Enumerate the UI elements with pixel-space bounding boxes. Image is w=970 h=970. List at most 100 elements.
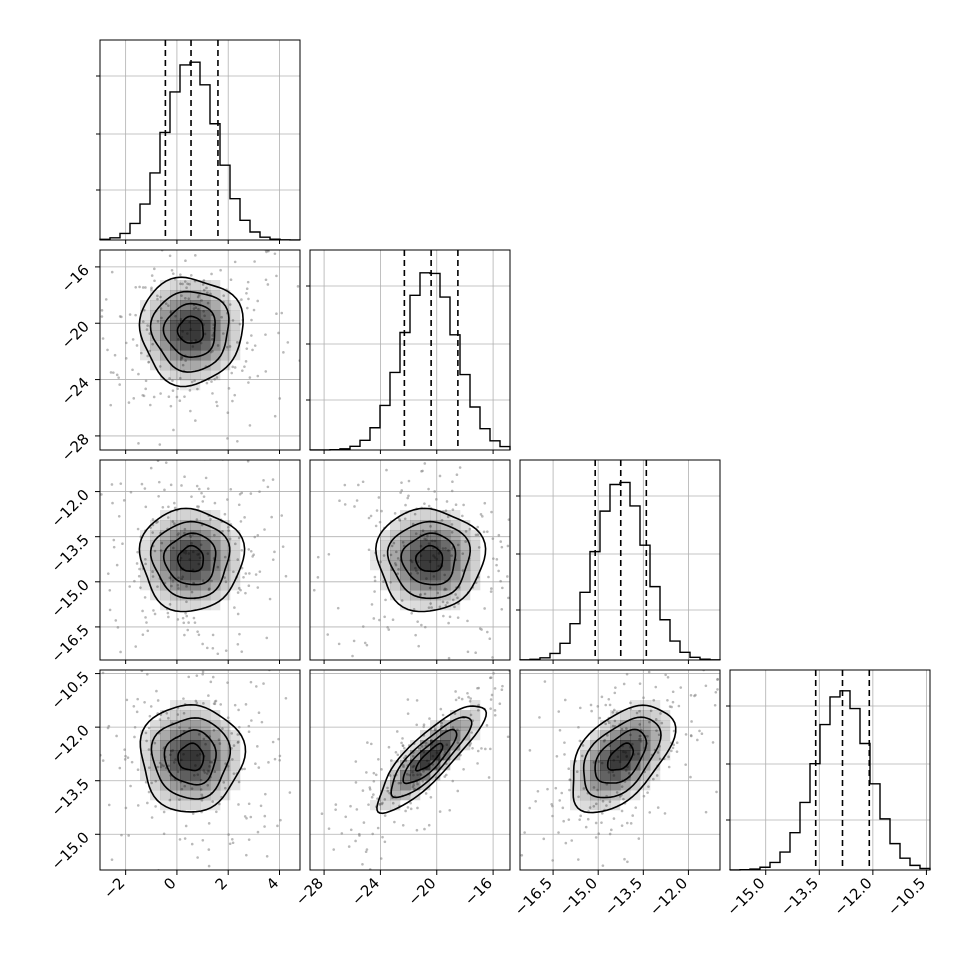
scatter-point — [456, 543, 460, 547]
density-cell — [470, 540, 481, 551]
contour-line — [400, 532, 457, 586]
scatter-point — [163, 896, 166, 899]
scatter-point — [194, 419, 197, 422]
scatter-point — [185, 600, 188, 604]
scatter-point — [620, 727, 624, 731]
density-cell — [190, 520, 201, 531]
scatter-point — [75, 569, 78, 572]
density-cell — [420, 540, 431, 551]
scatter-point — [209, 517, 212, 521]
scatter-point — [113, 353, 117, 357]
scatter-point — [245, 291, 248, 295]
scatter-point — [152, 609, 155, 612]
density-cell — [220, 550, 231, 561]
y-tick-label: −15.0 — [48, 576, 93, 621]
scatter-point — [404, 503, 407, 507]
scatter-point — [316, 576, 320, 579]
density-cell — [200, 330, 211, 341]
scatter-point — [563, 741, 566, 744]
density-cell — [180, 790, 191, 801]
scatter-point — [443, 588, 446, 592]
scatter-point — [604, 722, 607, 726]
scatter-point — [168, 798, 172, 802]
density-cell — [210, 510, 221, 521]
density-cell — [200, 370, 211, 381]
scatter-point — [377, 496, 381, 499]
scatter-point — [154, 779, 158, 783]
density-cell — [170, 530, 181, 541]
scatter-point — [262, 648, 265, 651]
contour-line — [390, 716, 473, 799]
density-cell — [430, 760, 441, 771]
scatter-point — [174, 469, 177, 472]
scatter-point — [132, 704, 136, 708]
density-cell — [180, 330, 191, 341]
scatter-point — [704, 627, 707, 630]
scatter-point — [416, 620, 419, 623]
scatter-point — [324, 692, 327, 695]
scatter-point — [227, 833, 230, 836]
scatter-point — [482, 530, 486, 534]
x-tick-label: −16 — [461, 874, 496, 909]
scatter-point — [263, 528, 266, 531]
scatter-point — [305, 350, 308, 353]
scatter-point — [233, 260, 237, 264]
scatter-point — [179, 662, 182, 665]
scatter-point — [393, 562, 397, 565]
scatter-point — [442, 614, 445, 618]
scatter-point — [428, 717, 431, 720]
density-cell — [600, 720, 611, 731]
scatter-point — [222, 781, 226, 784]
scatter-point — [107, 724, 111, 728]
density-cell — [150, 780, 161, 791]
scatter-point — [504, 825, 507, 828]
scatter-point — [284, 574, 288, 578]
density-cell — [470, 570, 481, 581]
scatter-point — [140, 670, 144, 673]
density-cell — [210, 560, 221, 571]
scatter-point — [666, 675, 670, 679]
scatter-point — [226, 716, 230, 720]
scatter-point — [476, 525, 480, 529]
density-cell — [220, 560, 231, 571]
density-cell — [140, 770, 151, 781]
density-cell — [200, 750, 211, 761]
density-cell — [450, 710, 461, 721]
scatter-point — [675, 741, 679, 745]
contour-line — [594, 728, 648, 784]
density-cell — [380, 780, 391, 791]
scatter-point — [104, 653, 107, 656]
scatter-point — [515, 505, 518, 508]
density-cell — [210, 360, 221, 371]
scatter-point — [271, 740, 275, 744]
density-cell — [410, 740, 421, 751]
panel-frame — [309, 669, 511, 871]
scatter-point — [227, 923, 230, 926]
density-cell — [620, 710, 631, 721]
scatter-point — [162, 764, 165, 768]
density-cell — [620, 770, 631, 781]
scatter-point — [135, 710, 139, 714]
density-cell — [410, 780, 421, 791]
scatter-point — [538, 539, 541, 542]
scatter-point — [196, 856, 199, 859]
scatter-point — [179, 282, 182, 286]
scatter-point — [200, 798, 204, 802]
density-cell — [620, 780, 631, 791]
scatter-point — [294, 236, 297, 239]
density-cell — [650, 720, 661, 731]
scatter-point — [232, 744, 236, 747]
scatter-point — [414, 532, 418, 535]
scatter-point — [513, 647, 516, 650]
density-cell — [420, 740, 431, 751]
scatter-point — [635, 711, 639, 715]
density-cell — [180, 770, 191, 781]
scatter-point — [106, 348, 109, 352]
scatter-point — [557, 831, 560, 834]
density-cell — [200, 710, 211, 721]
scatter-point — [456, 616, 460, 619]
scatter-point — [277, 737, 280, 741]
scatter-point — [263, 814, 267, 818]
density-cell — [230, 340, 241, 351]
scatter-point — [577, 725, 580, 729]
